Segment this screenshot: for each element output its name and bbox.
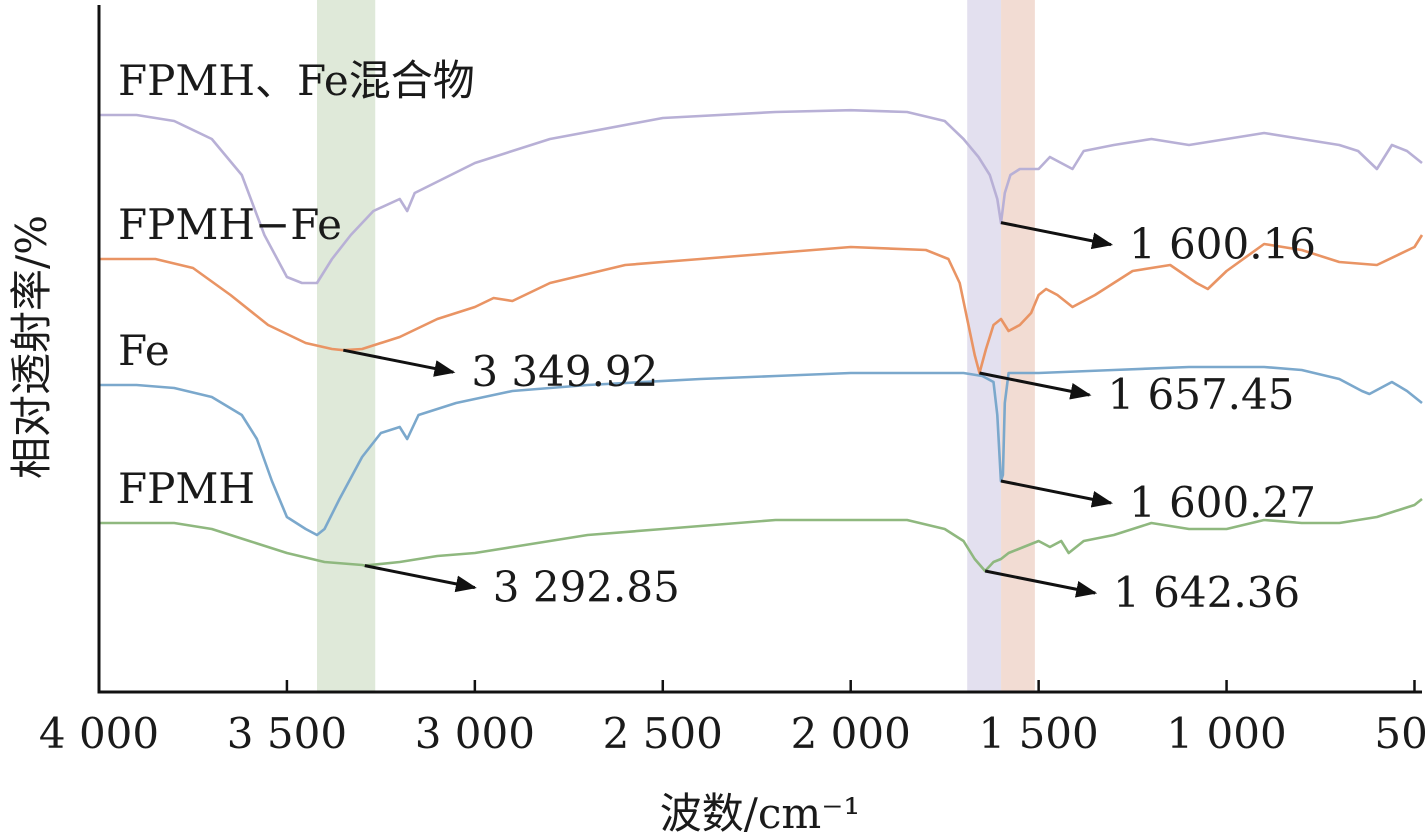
highlight-bands	[316, 0, 1035, 692]
annotation-arrow	[979, 371, 1092, 400]
annotation-arrow	[343, 348, 456, 377]
x-tick-label: 1 500	[979, 709, 1099, 758]
annotation-label: 1 642.36	[1113, 568, 1300, 617]
x-tick-label: 2 000	[791, 709, 911, 758]
highlight-band-1	[316, 0, 376, 692]
annotation-label: 1 600.27	[1129, 478, 1316, 527]
x-tick-label: 4 000	[39, 709, 159, 758]
x-tick-label: 500	[1374, 709, 1425, 758]
y-axis-title: 相对透射率/%	[7, 215, 56, 479]
annotation-arrow	[1000, 479, 1114, 508]
x-tick-label: 2 500	[603, 709, 723, 758]
series-line-3	[99, 365, 1423, 537]
annotation-arrow	[1000, 221, 1114, 250]
peak-annotations: 1 600.16 3 349.92 1 657.45 1 600.27 3 292.85…	[343, 220, 1316, 617]
annotation-arrow	[984, 569, 1098, 598]
series-labels: FPMH、Fe混合物 FPMH−Fe Fe FPMH	[118, 56, 475, 513]
series-line-1	[99, 108, 1423, 285]
x-axis-ticks: 4 000 3 500 3 000 2 500 2 000 1 500 1 000 500	[39, 680, 1425, 758]
series-label: Fe	[118, 326, 170, 375]
annotation-label: 1 600.16	[1129, 220, 1316, 269]
highlight-band-3	[1001, 0, 1035, 692]
series-line-4	[99, 497, 1423, 573]
annotation-label: 3 349.92	[471, 347, 658, 396]
x-axis-title: 波数/cm⁻¹	[660, 789, 861, 838]
x-tick-label: 3 500	[227, 709, 347, 758]
annotation-label: 1 657.45	[1107, 370, 1294, 419]
series-label: FPMH−Fe	[118, 200, 342, 249]
series-label: FPMH	[118, 464, 255, 513]
annotation-arrow	[364, 564, 477, 593]
x-tick-label: 1 000	[1166, 709, 1286, 758]
series-label: FPMH、Fe混合物	[118, 56, 475, 105]
spectra-series	[99, 108, 1424, 573]
annotation-label: 3 292.85	[493, 563, 680, 612]
x-tick-label: 3 000	[415, 709, 535, 758]
series-line-2	[99, 234, 1424, 375]
